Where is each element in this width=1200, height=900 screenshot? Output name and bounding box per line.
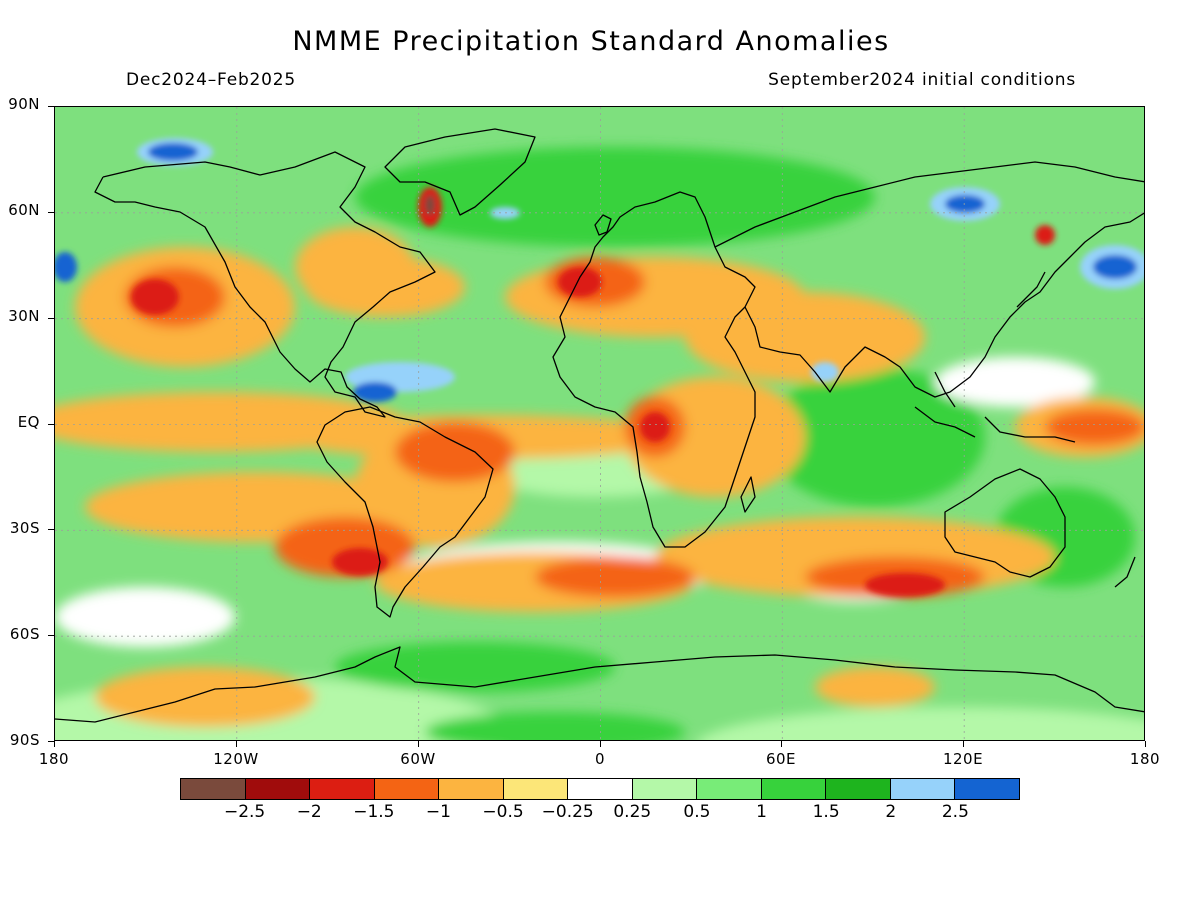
australia-coast [944, 468, 1066, 578]
lon-label: 60E [765, 750, 797, 768]
anomaly-map-svg [55, 107, 1144, 740]
colorbar-swatch [826, 779, 891, 799]
anomaly-field [55, 147, 1144, 740]
lat-label: EQ [17, 413, 40, 431]
colorbar-swatch [245, 779, 311, 799]
lat-label: 30N [8, 307, 40, 325]
lat-label: 60N [8, 201, 40, 219]
lon-label: 120W [213, 750, 259, 768]
colorbar-label: −0.5 [482, 802, 524, 822]
north-america-coast [94, 151, 436, 418]
colorbar-swatch [439, 779, 504, 799]
colorbar-swatch [697, 779, 762, 799]
colorbar-label: −2.5 [223, 802, 266, 822]
antarctica-coast [55, 646, 1144, 723]
colorbar [180, 778, 1020, 800]
colorbar-label: 1.5 [812, 802, 840, 822]
lon-label: 180 [1129, 750, 1161, 768]
anomaly-map [54, 106, 1145, 741]
new-zealand-coast [1114, 556, 1136, 588]
lon-label: 60W [400, 750, 436, 768]
lat-label: 30S [9, 519, 40, 537]
colorbar-label: 0.5 [683, 802, 711, 822]
europe-africa-coast [552, 191, 756, 548]
colorbar-swatch [503, 779, 569, 799]
lat-tick [48, 106, 54, 107]
lon-tick [418, 741, 419, 747]
madagascar-coast [740, 476, 756, 513]
lat-label: 90S [9, 731, 40, 749]
colorbar-label: 0.25 [613, 802, 652, 822]
lat-tick [48, 318, 54, 319]
colorbar-label: −1.5 [353, 802, 395, 822]
greenland-coast [384, 128, 536, 216]
lon-label: 180 [38, 750, 70, 768]
south-america-coast [316, 406, 494, 618]
colorbar-swatch [310, 779, 375, 799]
maritime-islands [914, 371, 1076, 443]
initial-conditions: September2024 initial conditions [768, 70, 1076, 90]
lon-label: 120E [942, 750, 984, 768]
coastlines [55, 128, 1144, 723]
colorbar-label: −0.25 [541, 802, 594, 822]
lat-label: 90N [8, 95, 40, 113]
lon-tick [600, 741, 601, 747]
colorbar-label: 2.5 [941, 802, 969, 822]
map-title: NMME Precipitation Standard Anomalies [292, 26, 890, 57]
lat-tick [48, 424, 54, 425]
colorbar-swatch [761, 779, 827, 799]
colorbar-label: 1 [756, 802, 767, 822]
lat-tick [48, 212, 54, 213]
colorbar-swatch [632, 779, 698, 799]
lon-label: 0 [594, 750, 606, 768]
lat-label: 60S [9, 625, 40, 643]
colorbar-swatch [955, 779, 1019, 799]
asia-coast [714, 161, 1144, 398]
anomaly-features [55, 138, 1144, 597]
forecast-period: Dec2024–Feb2025 [126, 70, 297, 90]
colorbar-label: −2 [296, 802, 322, 822]
colorbar-label: 2 [885, 802, 897, 822]
british-isles-coast [594, 214, 612, 236]
colorbar-swatch [181, 779, 246, 799]
lon-tick [54, 741, 55, 747]
lat-tick [48, 635, 54, 636]
lon-tick [963, 741, 964, 747]
colorbar-swatch [374, 779, 440, 799]
colorbar-label: −1 [425, 802, 451, 822]
lon-tick [781, 741, 782, 747]
lat-tick [48, 529, 54, 530]
lat-tick [48, 741, 54, 742]
graticule [55, 107, 1144, 740]
japan-coast [1016, 271, 1046, 308]
colorbar-swatch [568, 779, 633, 799]
lon-tick [236, 741, 237, 747]
lon-tick [1145, 741, 1146, 747]
colorbar-swatch [890, 779, 956, 799]
